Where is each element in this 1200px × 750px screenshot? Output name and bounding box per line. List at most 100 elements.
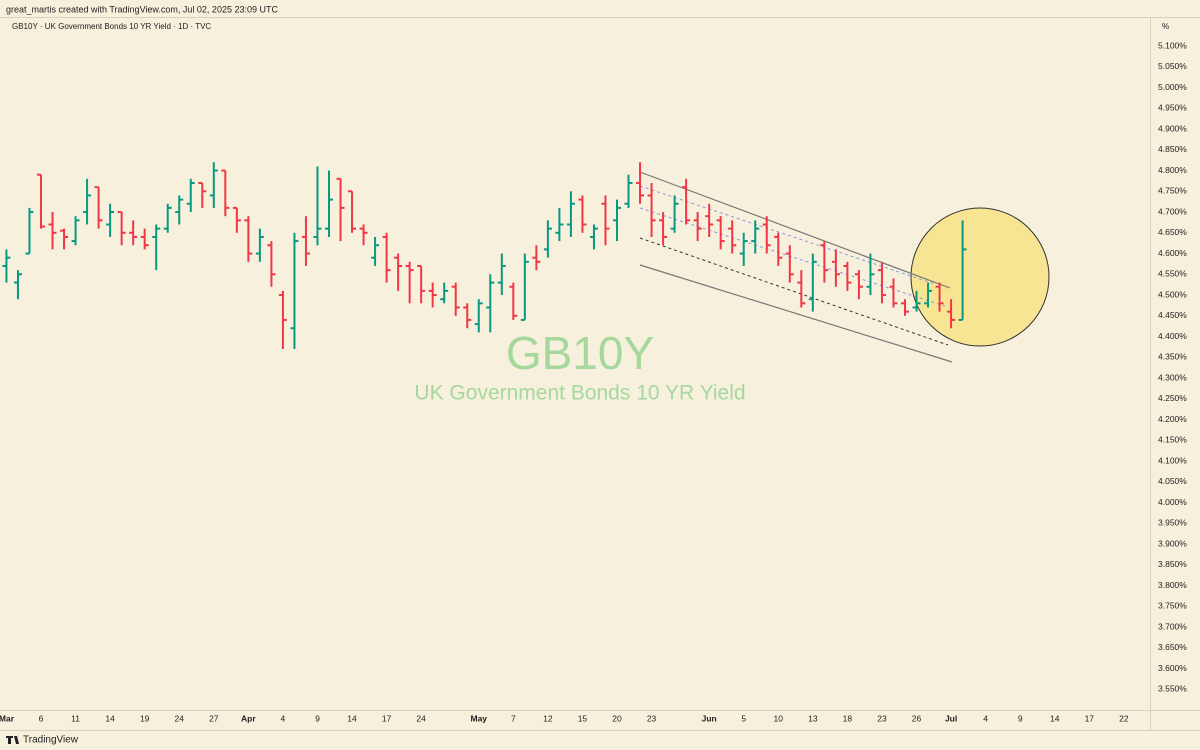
x-tick-label: 19 — [140, 713, 150, 723]
y-tick-label: 5.050% — [1158, 61, 1187, 71]
x-tick-label: 17 — [382, 713, 392, 723]
x-tick-label: Jul — [945, 713, 957, 723]
x-tick-label: Mar — [0, 713, 15, 723]
ohlc-bar — [106, 203, 115, 237]
y-tick-label: 3.900% — [1158, 538, 1187, 548]
ohlc-bar — [820, 241, 829, 283]
x-tick-label: 5 — [741, 713, 746, 723]
ohlc-bar — [797, 270, 806, 308]
y-tick-label: 4.150% — [1158, 435, 1187, 445]
ohlc-bar — [313, 166, 322, 246]
ohlc-bar — [659, 212, 668, 246]
ohlc-bar — [739, 232, 748, 266]
ohlc-bar — [83, 178, 92, 225]
ohlc-bar — [613, 199, 621, 242]
ohlc-bar — [636, 162, 645, 204]
ohlc-bar — [509, 282, 518, 320]
y-tick-label: 4.800% — [1158, 165, 1187, 175]
y-tick-label: 4.900% — [1158, 123, 1187, 133]
ohlc-bar — [912, 290, 921, 312]
highlight-circle — [910, 207, 1050, 347]
y-tick-label: 4.750% — [1158, 186, 1187, 196]
ohlc-bar — [394, 253, 403, 291]
ohlc-bar — [924, 282, 933, 308]
ohlc-bar — [428, 282, 437, 308]
x-tick-label: 26 — [912, 713, 922, 723]
ohlc-bar — [751, 220, 760, 254]
x-tick-label: 9 — [315, 713, 320, 723]
ohlc-bar — [94, 186, 103, 229]
channel-dash — [639, 237, 949, 346]
ohlc-bar — [336, 177, 345, 242]
ohlc-bar — [486, 274, 495, 333]
ohlc-bar — [947, 299, 956, 329]
y-tick-label: 5.000% — [1158, 82, 1187, 92]
ohlc-bar — [497, 253, 506, 296]
y-tick-label: 4.700% — [1158, 206, 1187, 216]
ohlc-bar — [728, 220, 737, 254]
x-tick-label: 24 — [416, 713, 426, 723]
ohlc-bar — [889, 278, 898, 308]
ohlc-bar — [682, 178, 691, 225]
x-tick-label: 23 — [647, 713, 657, 723]
x-tick-label: 14 — [347, 713, 357, 723]
channel-lower — [639, 264, 953, 363]
y-tick-label: 4.300% — [1158, 372, 1187, 382]
x-tick-label: Jun — [702, 713, 717, 723]
brand-logo — [6, 736, 19, 744]
ohlc-bar — [359, 224, 368, 246]
y-tick-label: 3.850% — [1158, 559, 1187, 569]
y-unit: % — [1162, 22, 1169, 31]
ohlc-bar — [13, 270, 22, 300]
ohlc-bar — [232, 206, 241, 233]
y-tick-label: 3.750% — [1158, 601, 1187, 611]
x-tick-label: 13 — [808, 713, 818, 723]
ohlc-bar — [716, 216, 725, 250]
x-tick-label: 24 — [175, 713, 185, 723]
ohlc-bar — [474, 299, 483, 333]
ohlc-bar — [774, 232, 783, 266]
y-tick-label: 4.250% — [1158, 393, 1187, 403]
ohlc-bar — [117, 211, 126, 246]
ohlc-bar — [624, 174, 633, 208]
ohlc-bar — [601, 195, 610, 246]
y-tick-label: 4.350% — [1158, 352, 1187, 362]
ohlc-bar — [843, 261, 852, 291]
y-tick-label: 4.000% — [1158, 497, 1187, 507]
y-tick-label: 3.550% — [1158, 684, 1187, 694]
y-tick-label: 5.100% — [1158, 40, 1187, 50]
x-tick-label: 7 — [511, 713, 516, 723]
ohlc-bar — [785, 245, 794, 283]
ohlc-bar — [371, 236, 380, 266]
ohlc-bar — [221, 169, 230, 217]
ohlc-bar — [71, 216, 80, 246]
ohlc-bar — [647, 182, 656, 237]
ohlc-bar — [405, 261, 414, 304]
ohlc-bar — [566, 191, 575, 237]
ohlc-bar — [255, 228, 264, 262]
x-tick-label: 14 — [1050, 713, 1060, 723]
ohlc-bar — [325, 170, 333, 237]
x-tick-label: 23 — [877, 713, 887, 723]
x-tick-label: 14 — [105, 713, 115, 723]
watermark-symbol: GB10Y — [506, 327, 654, 379]
y-tick-label: 3.700% — [1158, 621, 1187, 631]
x-tick-label: May — [470, 713, 487, 723]
ohlc-bar — [48, 212, 57, 250]
attribution: great_martis created with TradingView.co… — [6, 4, 278, 14]
ohlc-bar — [670, 195, 679, 233]
ohlc-bar — [417, 264, 426, 304]
ohlc-bar — [866, 253, 875, 296]
ohlc-bar — [935, 282, 944, 312]
ohlc-bar — [301, 216, 310, 266]
x-tick-label: 4 — [281, 713, 286, 723]
ohlc-bar — [589, 224, 598, 250]
ohlc-bar — [37, 173, 45, 229]
y-tick-label: 4.450% — [1158, 310, 1187, 320]
x-tick-label: 12 — [543, 713, 553, 723]
ohlc-bar — [705, 203, 714, 237]
ohlc-bar — [25, 207, 34, 255]
x-tick-label: 6 — [39, 713, 44, 723]
